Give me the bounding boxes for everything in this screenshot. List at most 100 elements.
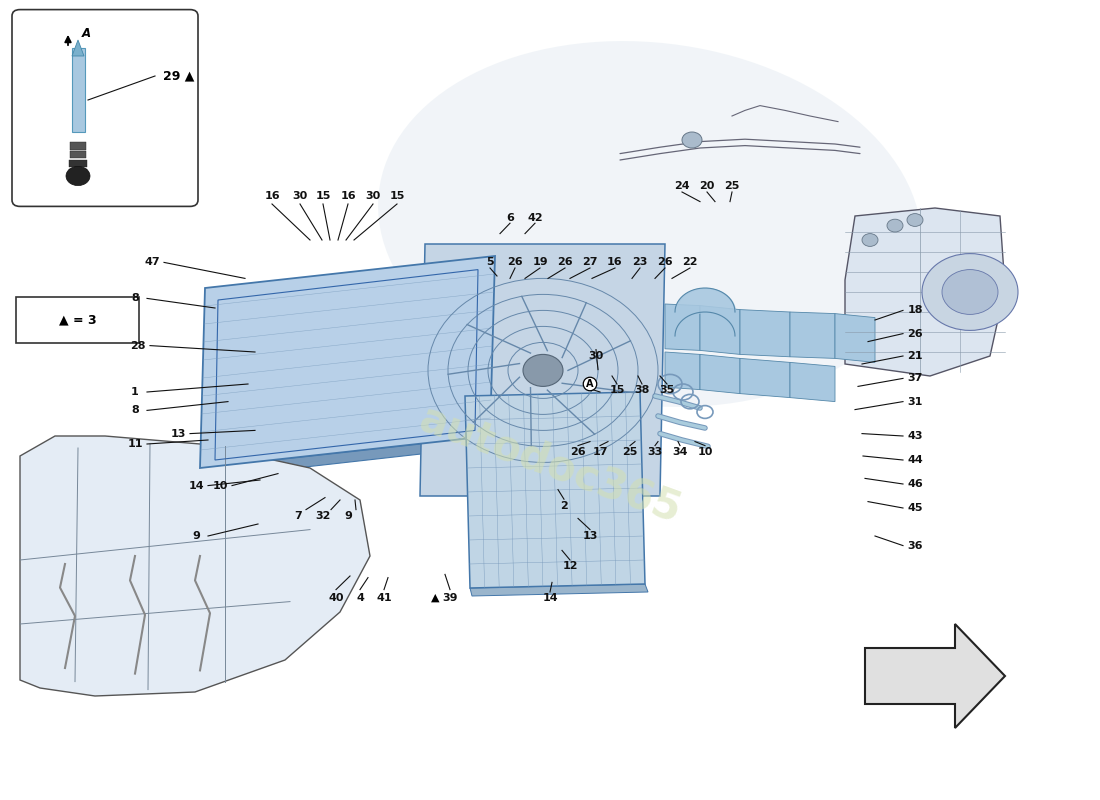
Text: 8: 8 [131, 294, 139, 303]
Text: 36: 36 [908, 541, 923, 550]
Text: 16: 16 [607, 258, 623, 267]
Polygon shape [790, 362, 835, 402]
Text: 11: 11 [128, 439, 143, 449]
Text: 15: 15 [316, 191, 331, 201]
FancyBboxPatch shape [12, 10, 198, 206]
Polygon shape [865, 624, 1005, 728]
Text: 35: 35 [659, 386, 674, 395]
Text: 2: 2 [560, 501, 568, 510]
Text: 46: 46 [908, 479, 923, 489]
Polygon shape [200, 256, 495, 468]
Text: 23: 23 [632, 258, 648, 267]
Text: autodoc365: autodoc365 [414, 397, 686, 531]
Polygon shape [845, 208, 1005, 376]
Circle shape [522, 354, 563, 386]
Text: 47: 47 [144, 258, 159, 267]
Polygon shape [700, 354, 740, 394]
Text: 8: 8 [131, 406, 139, 415]
Text: 20: 20 [700, 181, 715, 190]
Text: 25: 25 [623, 447, 638, 457]
Text: 24: 24 [674, 181, 690, 190]
Text: 10: 10 [212, 481, 228, 490]
Circle shape [922, 254, 1018, 330]
Text: 38: 38 [635, 386, 650, 395]
Text: 27: 27 [582, 258, 597, 267]
Circle shape [887, 219, 903, 232]
Bar [72, 48, 85, 132]
Text: 5: 5 [486, 258, 494, 267]
Bar [70, 142, 86, 150]
Text: 41: 41 [376, 593, 392, 602]
Text: 18: 18 [908, 306, 923, 315]
Text: 6: 6 [506, 213, 514, 222]
Text: 32: 32 [316, 511, 331, 521]
Text: 26: 26 [570, 447, 586, 457]
Text: 10: 10 [697, 447, 713, 457]
Text: 14: 14 [542, 594, 558, 603]
Text: 17: 17 [592, 447, 607, 457]
Polygon shape [465, 392, 645, 588]
Bar [69, 169, 87, 176]
Text: ▲: ▲ [431, 593, 439, 602]
Text: 30: 30 [293, 191, 308, 201]
Text: 16: 16 [340, 191, 355, 201]
Text: 1: 1 [131, 387, 139, 397]
Text: 15: 15 [389, 191, 405, 201]
Text: 7: 7 [294, 511, 301, 521]
Text: 13: 13 [582, 531, 597, 541]
Polygon shape [740, 310, 790, 357]
Text: 42: 42 [527, 213, 542, 222]
Text: 12: 12 [562, 562, 578, 571]
Text: A: A [586, 379, 594, 389]
Text: 9: 9 [192, 531, 200, 541]
Polygon shape [740, 358, 790, 398]
Text: 28: 28 [130, 341, 145, 350]
Text: 25: 25 [724, 181, 739, 190]
Circle shape [66, 166, 90, 186]
Text: 44: 44 [908, 455, 923, 465]
Text: 22: 22 [682, 258, 697, 267]
Polygon shape [700, 306, 740, 354]
Circle shape [862, 234, 878, 246]
Text: 4: 4 [356, 593, 364, 602]
Text: 21: 21 [908, 351, 923, 361]
Text: 19: 19 [532, 258, 548, 267]
Text: ▲ = 3: ▲ = 3 [58, 314, 97, 326]
Text: 39: 39 [442, 593, 458, 602]
Text: 26: 26 [507, 258, 522, 267]
Text: 29 ▲: 29 ▲ [163, 70, 195, 82]
Polygon shape [666, 352, 700, 390]
FancyBboxPatch shape [16, 297, 139, 343]
Text: 16: 16 [264, 191, 279, 201]
Polygon shape [200, 436, 510, 476]
Text: 40: 40 [328, 593, 343, 602]
Polygon shape [470, 584, 648, 596]
Text: 26: 26 [657, 258, 673, 267]
Ellipse shape [378, 41, 922, 407]
Text: A: A [82, 27, 91, 40]
Polygon shape [835, 314, 874, 362]
Bar [69, 151, 86, 158]
Polygon shape [420, 244, 666, 496]
Circle shape [908, 214, 923, 226]
Text: 30: 30 [588, 351, 604, 361]
Text: 9: 9 [344, 511, 352, 521]
Text: 31: 31 [908, 397, 923, 406]
Text: 43: 43 [908, 431, 923, 441]
Text: 34: 34 [672, 447, 688, 457]
Polygon shape [790, 312, 835, 358]
Polygon shape [72, 40, 84, 56]
Text: 26: 26 [558, 258, 573, 267]
Text: 15: 15 [609, 386, 625, 395]
Text: 26: 26 [908, 329, 923, 338]
Text: 30: 30 [365, 191, 381, 201]
Text: 45: 45 [908, 503, 923, 513]
Polygon shape [20, 436, 370, 696]
Circle shape [682, 132, 702, 148]
Text: 37: 37 [908, 374, 923, 383]
Text: 14: 14 [188, 481, 204, 490]
Text: 13: 13 [170, 429, 186, 438]
Text: 33: 33 [648, 447, 662, 457]
Bar [69, 160, 87, 167]
Polygon shape [666, 304, 700, 350]
